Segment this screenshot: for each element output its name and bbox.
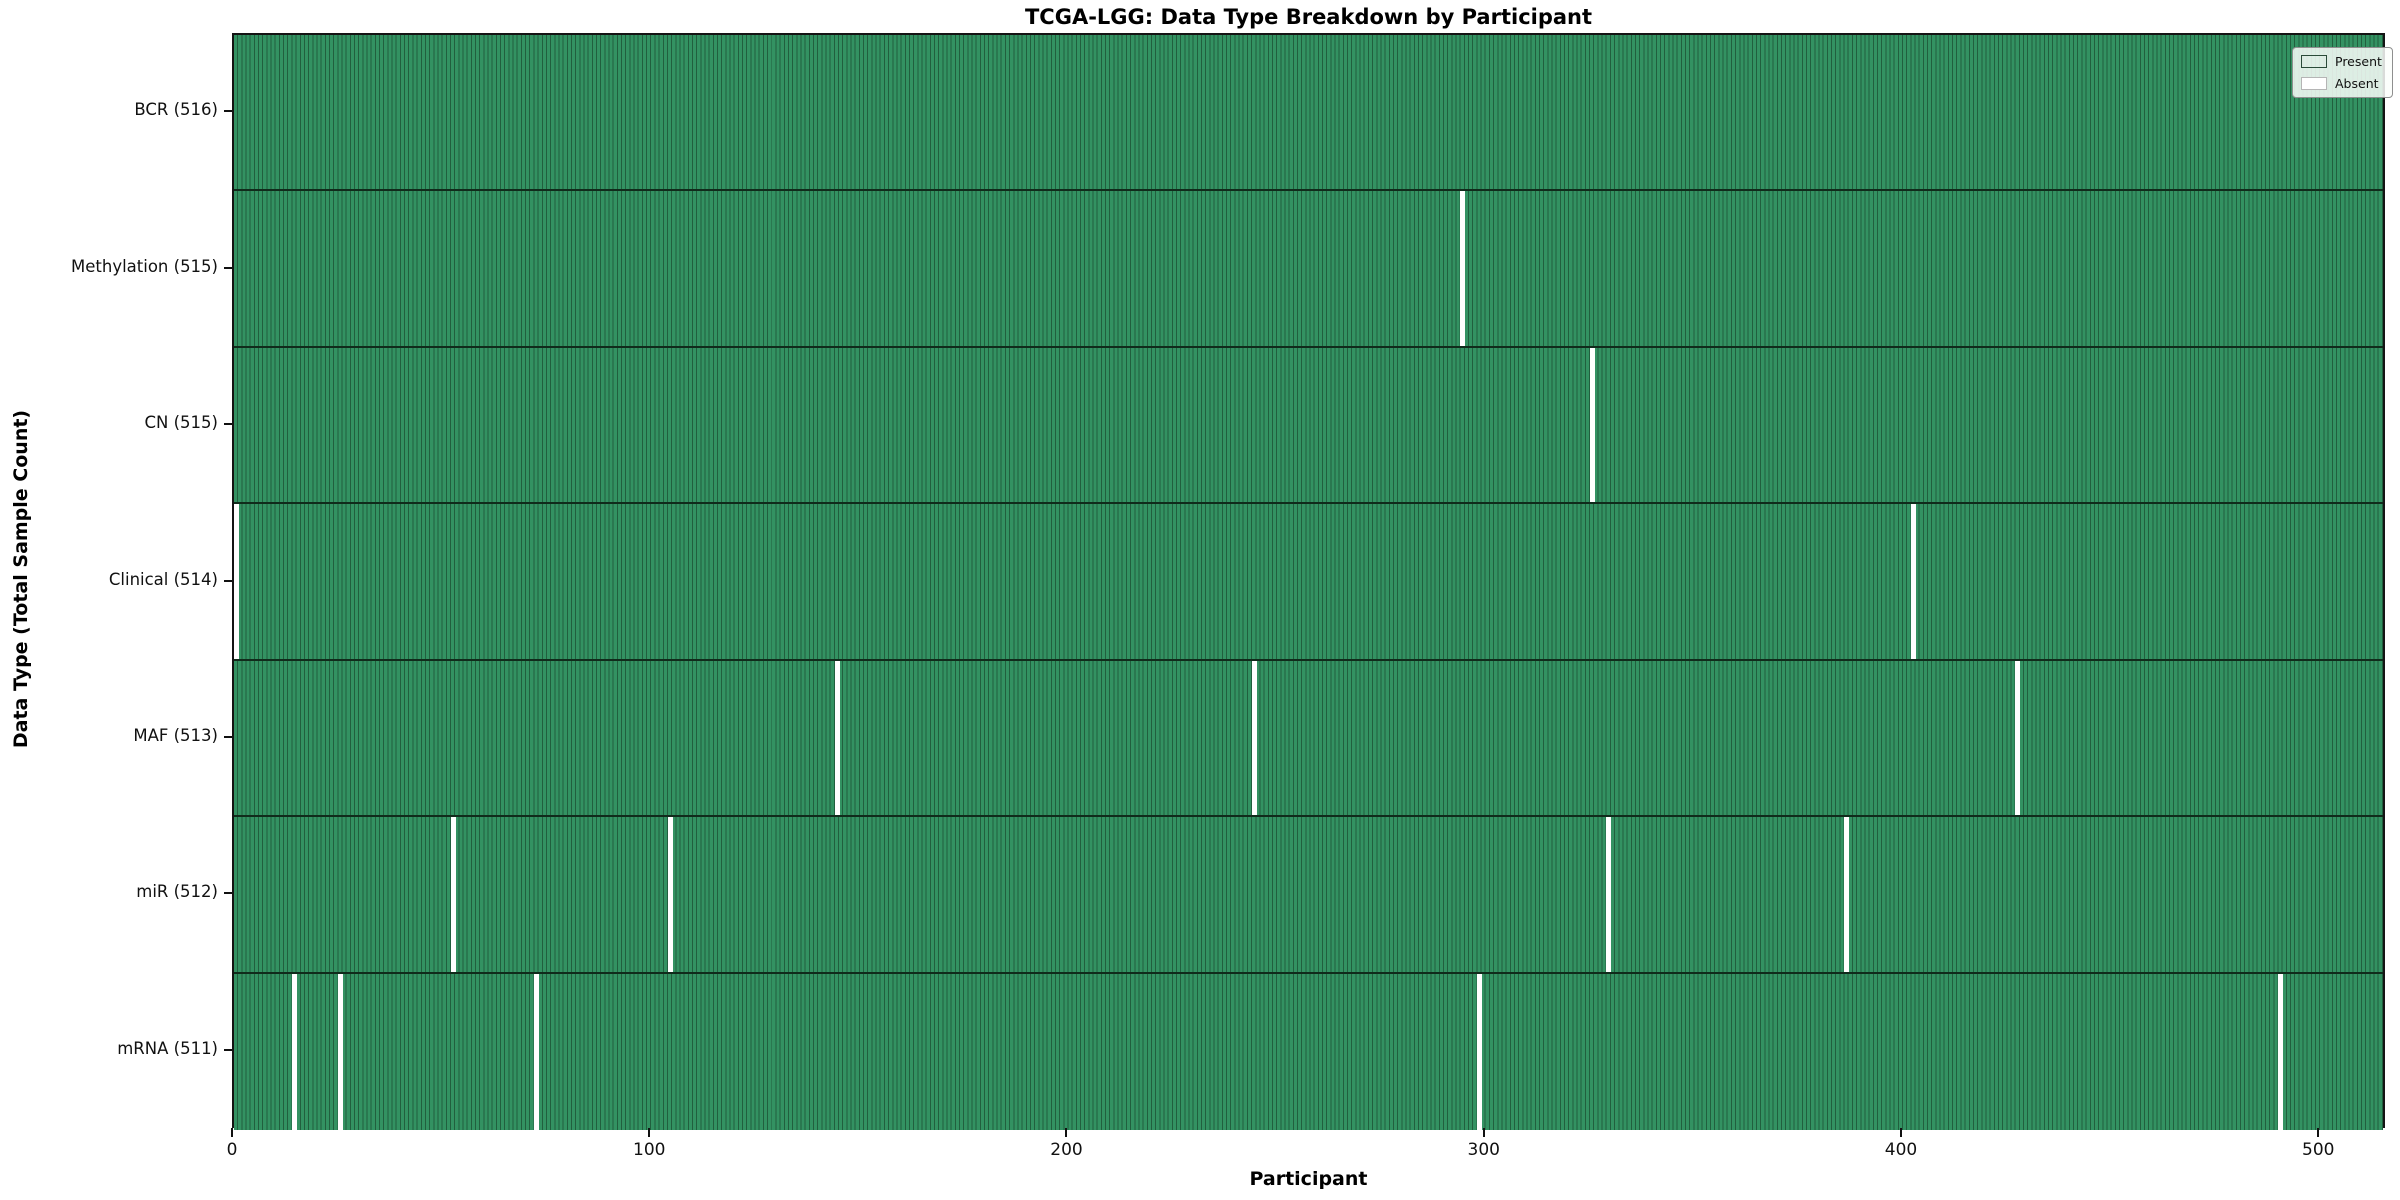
absent-gap bbox=[338, 973, 343, 1130]
y-tick-mark bbox=[224, 579, 232, 582]
absent-gap bbox=[834, 660, 840, 816]
y-tick-mark bbox=[224, 892, 232, 895]
y-tick-mark bbox=[224, 735, 232, 738]
x-tick-label: 100 bbox=[633, 1140, 666, 1160]
legend-label-absent: Absent bbox=[2335, 76, 2379, 91]
y-tick-label: MAF (513) bbox=[133, 725, 218, 745]
y-tick-label: miR (512) bbox=[136, 882, 218, 902]
heatmap-row-mRNA bbox=[234, 973, 2383, 1130]
chart-title: TCGA-LGG: Data Type Breakdown by Partici… bbox=[1024, 5, 1593, 29]
absent-gap bbox=[1911, 504, 1916, 659]
y-tick-mark bbox=[224, 423, 232, 426]
heatmap-row-miR bbox=[234, 817, 2383, 974]
absent-gap bbox=[2278, 973, 2284, 1130]
present-swatch-icon bbox=[2301, 55, 2327, 68]
heatmap-row-CN bbox=[234, 347, 2383, 505]
absent-gap bbox=[1606, 817, 1612, 972]
y-tick-mark bbox=[224, 1048, 232, 1051]
absent-gap bbox=[1477, 973, 1483, 1130]
y-tick-label: Methylation (515) bbox=[71, 256, 218, 276]
x-tick-mark bbox=[2317, 1128, 2320, 1137]
legend-entry-present: Present bbox=[2301, 54, 2382, 69]
x-tick-label: 200 bbox=[1050, 1140, 1083, 1160]
x-tick-mark bbox=[648, 1128, 651, 1137]
absent-gap bbox=[233, 504, 239, 659]
y-tick-label: CN (515) bbox=[144, 413, 218, 433]
x-tick-mark bbox=[231, 1128, 233, 1137]
y-tick-label: BCR (516) bbox=[134, 100, 218, 120]
x-tick-label: 0 bbox=[226, 1140, 238, 1160]
x-tick-label: 500 bbox=[2302, 1140, 2335, 1160]
x-tick-label: 400 bbox=[1884, 1140, 1918, 1160]
y-tick-label: mRNA (511) bbox=[117, 1038, 218, 1058]
x-axis-label: Participant bbox=[1249, 1168, 1368, 1190]
y-tick-mark bbox=[224, 266, 232, 269]
x-tick-mark bbox=[1899, 1128, 1902, 1137]
heatmap-row-Clinical bbox=[233, 504, 2383, 661]
legend-label-present: Present bbox=[2335, 54, 2382, 69]
y-tick-label: Clinical (514) bbox=[108, 569, 218, 589]
x-tick-mark bbox=[1482, 1128, 1485, 1137]
absent-gap bbox=[667, 817, 673, 972]
absent-gap bbox=[450, 817, 456, 972]
absent-gap bbox=[534, 973, 540, 1130]
absent-gap bbox=[292, 973, 298, 1130]
heatmap-row-BCR bbox=[234, 35, 2383, 192]
plot-area bbox=[232, 33, 2385, 1130]
legend: Present Absent bbox=[2292, 47, 2393, 98]
y-tick-mark bbox=[224, 110, 232, 113]
x-tick-mark bbox=[1065, 1128, 1068, 1137]
absent-gap bbox=[2015, 660, 2021, 816]
heatmap-row-Methylation bbox=[234, 191, 2383, 348]
absent-gap bbox=[1589, 347, 1595, 503]
heatmap-row-MAF bbox=[234, 660, 2383, 818]
absent-gap bbox=[1460, 191, 1466, 346]
absent-gap bbox=[1844, 817, 1850, 972]
x-tick-label: 300 bbox=[1467, 1140, 1500, 1160]
absent-swatch-icon bbox=[2301, 77, 2327, 90]
legend-entry-absent: Absent bbox=[2301, 76, 2382, 91]
absent-gap bbox=[1251, 660, 1257, 816]
